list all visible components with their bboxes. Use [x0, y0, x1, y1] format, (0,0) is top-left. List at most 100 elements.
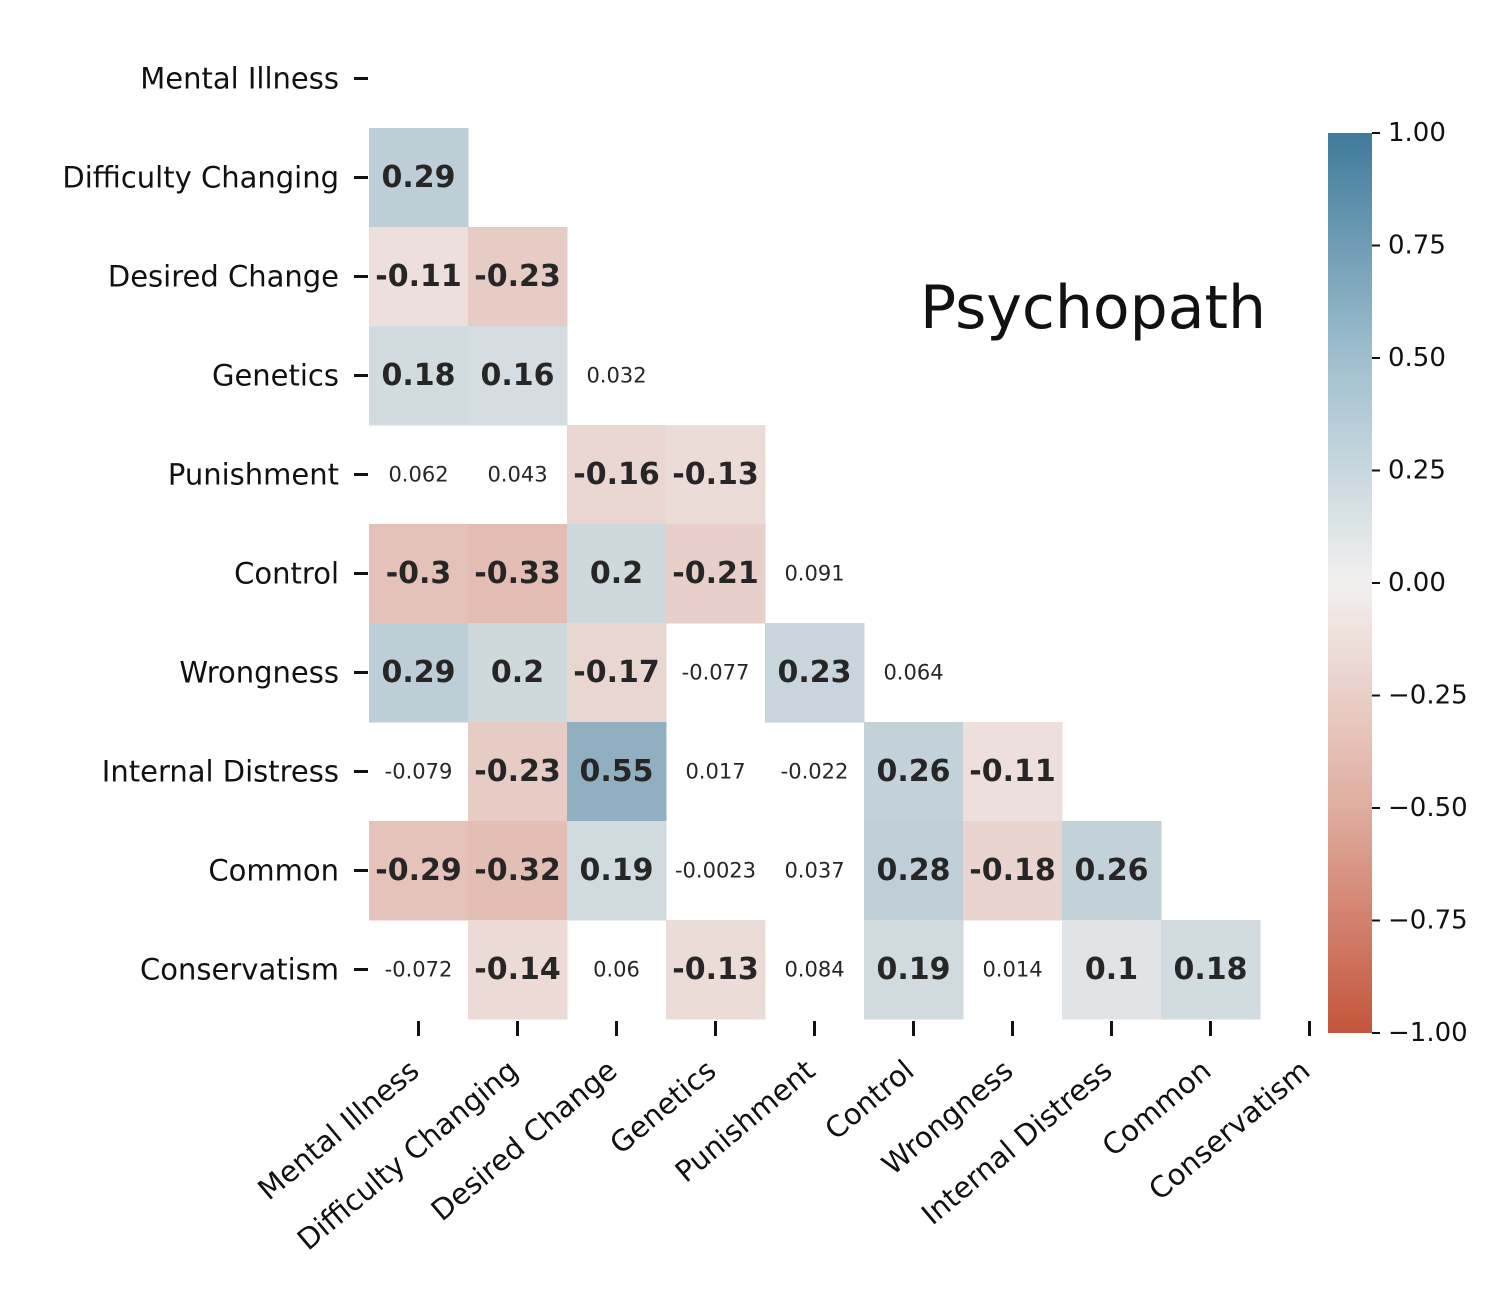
cell-value-label: 0.017 — [685, 760, 745, 784]
cell-value-label: -0.16 — [573, 457, 659, 492]
heatmap-cells — [369, 128, 1261, 1020]
colorbar-tick-label: 0.75 — [1388, 231, 1446, 261]
heatmap-cell — [567, 722, 667, 822]
cell-value-label: 0.1 — [1085, 952, 1138, 987]
cell-value-label: -0.23 — [474, 259, 560, 294]
cell-value-label: 0.062 — [388, 463, 448, 487]
heatmap-cell — [963, 821, 1063, 921]
cell-value-label: 0.043 — [487, 463, 547, 487]
heatmap-cell — [567, 425, 667, 525]
cell-value-label: 0.2 — [590, 556, 643, 591]
cell-value-label: 0.19 — [579, 853, 653, 888]
cell-value-label: 0.084 — [784, 958, 844, 982]
heatmap-cell — [864, 821, 964, 921]
colorbar: 1.00 0.75 0.50 0.25 0.00 −0.25 −0.50 −0.75 −1.00 — [1328, 118, 1468, 1048]
heatmap-cell — [864, 722, 964, 822]
cell-value-label: -0.13 — [672, 457, 758, 492]
heatmap-cell — [666, 425, 766, 525]
y-tick-label: Wrongness — [179, 656, 339, 690]
cell-value-label: -0.32 — [474, 853, 560, 888]
colorbar-tick-label: −0.25 — [1388, 681, 1468, 711]
y-tick-label: Conservatism — [140, 953, 339, 987]
heatmap-cell — [1062, 821, 1162, 921]
cell-value-label: 0.19 — [876, 952, 950, 987]
cell-value-label: -0.022 — [781, 760, 849, 784]
colorbar-tick-label: 1.00 — [1388, 118, 1446, 148]
colorbar-tick-label: −0.50 — [1388, 793, 1468, 823]
y-tick-label: Genetics — [212, 359, 339, 393]
cell-value-label: 0.064 — [883, 661, 943, 685]
cell-value-label: -0.21 — [672, 556, 758, 591]
cell-value-label: 0.29 — [381, 655, 455, 690]
cell-value-label: -0.0023 — [675, 859, 756, 883]
heatmap-cell — [1161, 920, 1261, 1020]
heatmap-cell — [468, 722, 568, 822]
cell-value-label: 0.014 — [982, 958, 1042, 982]
cell-value-label: 0.091 — [784, 562, 844, 586]
cell-value-label: 0.29 — [381, 160, 455, 195]
heatmap-cell — [468, 920, 568, 1020]
y-tick-label: Difficulty Changing — [62, 161, 339, 195]
y-axis: Mental Illness Difficulty Changing Desired… — [62, 62, 368, 987]
cell-value-label: -0.33 — [474, 556, 560, 591]
y-tick-label: Internal Distress — [102, 755, 339, 789]
cell-value-label: 0.18 — [1173, 952, 1247, 987]
heatmap-cell — [567, 524, 667, 624]
heatmap-cell — [963, 722, 1063, 822]
cell-value-label: 0.2 — [491, 655, 544, 690]
heatmap-cell — [567, 623, 667, 723]
y-tick-label: Control — [234, 557, 339, 591]
colorbar-gradient — [1328, 133, 1372, 1033]
cell-value-label: 0.26 — [876, 754, 950, 789]
heatmap-cell — [468, 821, 568, 921]
cell-value-label: -0.23 — [474, 754, 560, 789]
cell-value-label: -0.29 — [375, 853, 461, 888]
colorbar-tick-label: 0.25 — [1388, 456, 1446, 486]
y-tick-label: Punishment — [168, 458, 339, 492]
chart-title: Psychopath — [920, 273, 1266, 343]
colorbar-tick-label: −0.75 — [1388, 906, 1468, 936]
y-tick-label: Desired Change — [108, 260, 339, 294]
cell-value-label: 0.037 — [784, 859, 844, 883]
cell-value-label: -0.11 — [969, 754, 1055, 789]
heatmap-cell — [369, 821, 469, 921]
cell-value-label: 0.16 — [480, 358, 554, 393]
cell-value-label: 0.28 — [876, 853, 950, 888]
heatmap-cell — [369, 128, 469, 228]
cell-value-label: 0.55 — [579, 754, 653, 789]
cell-value-label: -0.077 — [682, 661, 750, 685]
heatmap-cell — [666, 920, 766, 1020]
cell-value-label: -0.3 — [386, 556, 452, 591]
colorbar-ticks: 1.00 0.75 0.50 0.25 0.00 −0.25 −0.50 −0.75 −1.00 — [1372, 118, 1468, 1048]
cell-value-label: 0.032 — [586, 364, 646, 388]
heatmap-cell-labels: 0.29 -0.11 -0.23 0.18 0.16 0.032 0.062 0.043 -0.… — [375, 160, 1247, 987]
cell-value-label: -0.11 — [375, 259, 461, 294]
cell-value-label: -0.18 — [969, 853, 1055, 888]
heatmap-cell — [468, 524, 568, 624]
cell-value-label: 0.26 — [1074, 853, 1148, 888]
cell-value-label: 0.06 — [593, 958, 640, 982]
cell-value-label: 0.18 — [381, 358, 455, 393]
heatmap-cell — [369, 227, 469, 327]
heatmap-cell — [468, 623, 568, 723]
y-tick-label: Common — [208, 854, 339, 888]
heatmap-cell — [864, 920, 964, 1020]
heatmap-cell — [468, 326, 568, 426]
heatmap-cell — [369, 623, 469, 723]
y-tick-label: Mental Illness — [140, 62, 339, 96]
colorbar-tick-label: −1.00 — [1388, 1018, 1468, 1048]
heatmap-cell — [369, 326, 469, 426]
cell-value-label: -0.13 — [672, 952, 758, 987]
cell-value-label: -0.072 — [385, 958, 453, 982]
cell-value-label: -0.14 — [474, 952, 560, 987]
heatmap-cell — [1062, 920, 1162, 1020]
colorbar-tick-label: 0.00 — [1388, 568, 1446, 598]
cell-value-label: -0.17 — [573, 655, 659, 690]
heatmap-cell — [567, 821, 667, 921]
heatmap-cell — [765, 623, 865, 723]
cell-value-label: -0.079 — [385, 760, 453, 784]
heatmap-cell — [666, 524, 766, 624]
heatmap-cell — [468, 227, 568, 327]
